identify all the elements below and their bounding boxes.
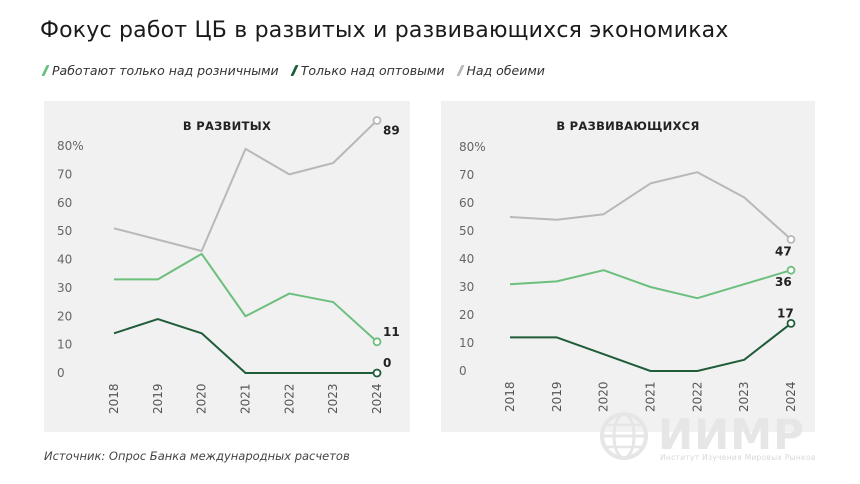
y-tick-label: 40: [459, 252, 474, 266]
y-tick-label: 30: [57, 281, 72, 295]
y-tick-label: 20: [57, 309, 72, 323]
y-tick-label: 80%: [57, 139, 84, 153]
x-tick-label: 2018: [503, 381, 517, 412]
series-line: [113, 119, 378, 252]
data-label: 36: [775, 275, 792, 289]
x-tick-label: 2020: [195, 383, 209, 414]
y-tick-label: 30: [459, 280, 474, 294]
legend-label-retail: Работают только над розничными: [52, 63, 279, 78]
y-tick-label: 50: [459, 224, 474, 238]
y-tick-label: 80%: [459, 140, 486, 154]
y-tick-label: 40: [57, 253, 72, 267]
series-line: [113, 318, 377, 374]
series-line: [510, 322, 792, 372]
legend-label-both: Над обеими: [466, 63, 545, 78]
y-tick-label: 0: [459, 364, 467, 378]
legend-swatch-both: [455, 65, 465, 76]
page-title: Фокус работ ЦБ в развитых и развивающихс…: [40, 18, 729, 43]
y-tick-label: 20: [459, 308, 474, 322]
x-tick-label: 2022: [282, 383, 296, 414]
end-point-marker: [786, 265, 796, 275]
logo: ИИМР Институт Изучения Мировых Рынков: [596, 408, 826, 468]
source-note: Источник: Опрос Банка международных расч…: [44, 449, 350, 463]
x-tick-label: 2024: [370, 383, 384, 414]
data-label: 89: [383, 123, 400, 137]
globe-icon: [600, 412, 648, 460]
x-tick-label: 2023: [326, 383, 340, 414]
chart-developed: 80% 70 60 50 40 30 20 10 0 2018 2019 2020 2021 2022 20…: [57, 116, 400, 414]
chart-developing: 80% 70 60 50 40 30 20 10 0 2018 2019 2020 2021 2022 20…: [459, 140, 798, 412]
series-line: [509, 171, 792, 241]
legend-item-wholesale: Только над оптовыми: [290, 63, 445, 78]
y-tick-label: 60: [57, 196, 72, 210]
data-label: 0: [383, 356, 391, 370]
legend-swatch-wholesale: [290, 65, 299, 76]
x-tick-label: 2022: [690, 381, 704, 412]
y-tick-label: 70: [57, 167, 72, 181]
x-tick-label: 2023: [737, 381, 751, 412]
legend: Работают только над розничными Только на…: [41, 63, 545, 78]
legend-swatch-retail: [41, 65, 50, 76]
x-tick-label: 2021: [239, 383, 253, 414]
logo-subtitle: Институт Изучения Мировых Рынков: [660, 453, 816, 462]
data-label: 17: [777, 306, 794, 320]
y-tick-label: 0: [57, 366, 65, 380]
end-point-marker: [372, 116, 382, 125]
x-tick-label: 2018: [107, 383, 121, 414]
end-point-marker: [786, 234, 796, 244]
y-tick-label: 50: [57, 224, 72, 238]
legend-label-wholesale: Только над оптовыми: [300, 63, 445, 78]
x-tick-label: 2020: [597, 381, 611, 412]
x-tick-label: 2021: [644, 381, 658, 412]
end-point-marker: [372, 368, 382, 378]
chart-title-developing: В РАЗВИВАЮЩИХСЯ: [556, 119, 700, 133]
series-line: [114, 252, 378, 343]
logo-text: ИИМР: [658, 410, 805, 459]
end-point-marker: [372, 337, 382, 347]
x-tick-label: 2024: [784, 381, 798, 412]
legend-item-retail: Работают только над розничными: [41, 63, 279, 78]
chart-title-developed: В РАЗВИТЫХ: [182, 119, 272, 133]
y-tick-label: 10: [459, 336, 474, 350]
data-label: 11: [383, 325, 400, 339]
legend-item-both: Над обеими: [455, 63, 545, 78]
x-tick-label: 2019: [151, 383, 165, 414]
x-tick-label: 2019: [550, 381, 564, 412]
y-tick-label: 10: [57, 338, 72, 352]
data-label: 47: [775, 244, 792, 258]
chart-panel-developed: В РАЗВИТЫХ 80% 70 60 50 40 30 20 10 0 2018 2019 202…: [44, 101, 410, 432]
end-point-marker: [786, 318, 796, 328]
y-tick-label: 60: [459, 196, 474, 210]
chart-panel-developing: В РАЗВИВАЮЩИХСЯ 80% 70 60 50 40 30 20 10 0 2018 20…: [441, 101, 815, 432]
y-tick-label: 70: [459, 168, 474, 182]
series-line: [509, 269, 792, 300]
